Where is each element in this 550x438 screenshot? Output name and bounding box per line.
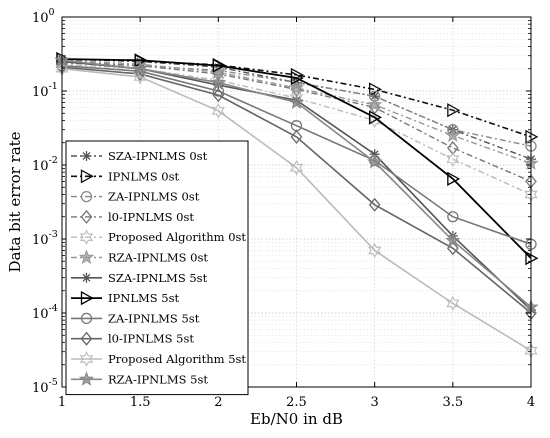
y-tick-label: 10-4 <box>32 303 58 322</box>
legend-item: IPNLMS 0st <box>71 169 180 184</box>
legend-item: SZA-IPNLMS 0st <box>71 149 208 163</box>
data-point <box>368 242 382 259</box>
data-point <box>445 127 461 143</box>
data-point <box>368 197 381 212</box>
legend-marker <box>80 190 93 203</box>
series-layer <box>54 51 539 359</box>
legend-item: ZA-IPNLMS 0st <box>71 190 200 204</box>
data-point <box>369 110 383 125</box>
data-point <box>211 103 225 119</box>
x-axis-title: Eb/N0 in dB <box>250 410 343 428</box>
legend-marker <box>78 249 95 264</box>
legend-marker <box>80 312 93 325</box>
data-point <box>445 232 461 248</box>
data-point <box>446 295 460 312</box>
data-point <box>288 94 305 109</box>
data-point <box>289 160 304 176</box>
legend-label: l0-IPNLMS 5st <box>108 332 194 346</box>
data-point <box>212 88 225 103</box>
legend-marker <box>81 151 92 161</box>
legend-label: Proposed Algorithm 0st <box>108 230 246 244</box>
x-tick-label: 3 <box>371 395 379 410</box>
x-tick-label: 3.5 <box>442 395 463 410</box>
legend-marker <box>80 169 94 184</box>
x-tick-label: 2.5 <box>286 395 307 410</box>
data-point <box>447 211 459 223</box>
y-axis-title: Data bit error rate <box>6 131 24 272</box>
series-line <box>61 66 532 314</box>
legend-label: ZA-IPNLMS 0st <box>108 190 200 204</box>
legend: SZA-IPNLMS 0st IPNLMS 0st ZA-IPNLMS 0st l0-… <box>65 140 249 396</box>
data-point <box>290 129 303 144</box>
data-point <box>210 74 226 90</box>
series-line <box>61 67 532 352</box>
legend-box <box>65 140 249 396</box>
data-point <box>132 60 148 76</box>
data-point <box>288 79 305 95</box>
x-tick-label: 1.5 <box>130 395 151 410</box>
data-point <box>290 70 304 86</box>
legend-label: l0-IPNLMS 0st <box>108 210 194 224</box>
series-line <box>61 58 532 138</box>
legend-item: l0-IPNLMS 5st <box>71 331 194 346</box>
legend-marker <box>78 371 95 386</box>
legend-marker <box>80 291 94 306</box>
legend-marker <box>80 209 93 224</box>
y-tick-label: 10-2 <box>32 155 58 174</box>
x-tick-label: 2 <box>214 395 222 410</box>
legend-marker <box>79 351 94 367</box>
legend-item: ZA-IPNLMS 5st <box>71 311 200 325</box>
y-tick-label: 10-3 <box>32 229 58 248</box>
legend-label: IPNLMS 5st <box>108 291 180 305</box>
y-tick-label: 100 <box>32 7 55 26</box>
x-tick-label: 4 <box>527 395 535 410</box>
data-point <box>446 151 460 167</box>
legend-item: l0-IPNLMS 0st <box>71 209 194 224</box>
legend-label: RZA-IPNLMS 0st <box>108 251 208 265</box>
data-point <box>367 96 383 112</box>
series-line <box>61 58 532 259</box>
legend-marker <box>79 229 94 245</box>
data-point <box>447 103 461 118</box>
series-line <box>61 63 532 196</box>
data-point <box>133 69 147 85</box>
data-point <box>212 58 226 73</box>
legend-item: RZA-IPNLMS 5st <box>71 371 208 386</box>
legend-label: SZA-IPNLMS 5st <box>108 271 208 285</box>
legend-item: IPNLMS 5st <box>71 291 180 306</box>
legend-label: RZA-IPNLMS 5st <box>108 372 208 386</box>
legend-marker <box>81 272 92 283</box>
legend-label: IPNLMS 0st <box>108 169 180 183</box>
legend-item: Proposed Algorithm 5st <box>71 351 246 367</box>
series-11 <box>55 61 538 359</box>
data-point <box>447 171 461 186</box>
legend-item: SZA-IPNLMS 5st <box>71 271 208 285</box>
data-point <box>367 153 383 169</box>
legend-label: ZA-IPNLMS 5st <box>108 311 200 325</box>
y-tick-label: 10-5 <box>32 377 58 396</box>
legend-item: Proposed Algorithm 0st <box>71 229 246 245</box>
x-tick-label: 1 <box>58 395 66 410</box>
y-tick-label: 10-1 <box>32 81 58 100</box>
legend-marker <box>80 331 93 346</box>
legend-item: RZA-IPNLMS 0st <box>71 249 208 265</box>
legend-label: Proposed Algorithm 5st <box>108 352 246 366</box>
legend-label: SZA-IPNLMS 0st <box>108 149 208 163</box>
data-point <box>446 140 459 155</box>
data-point <box>369 82 383 97</box>
